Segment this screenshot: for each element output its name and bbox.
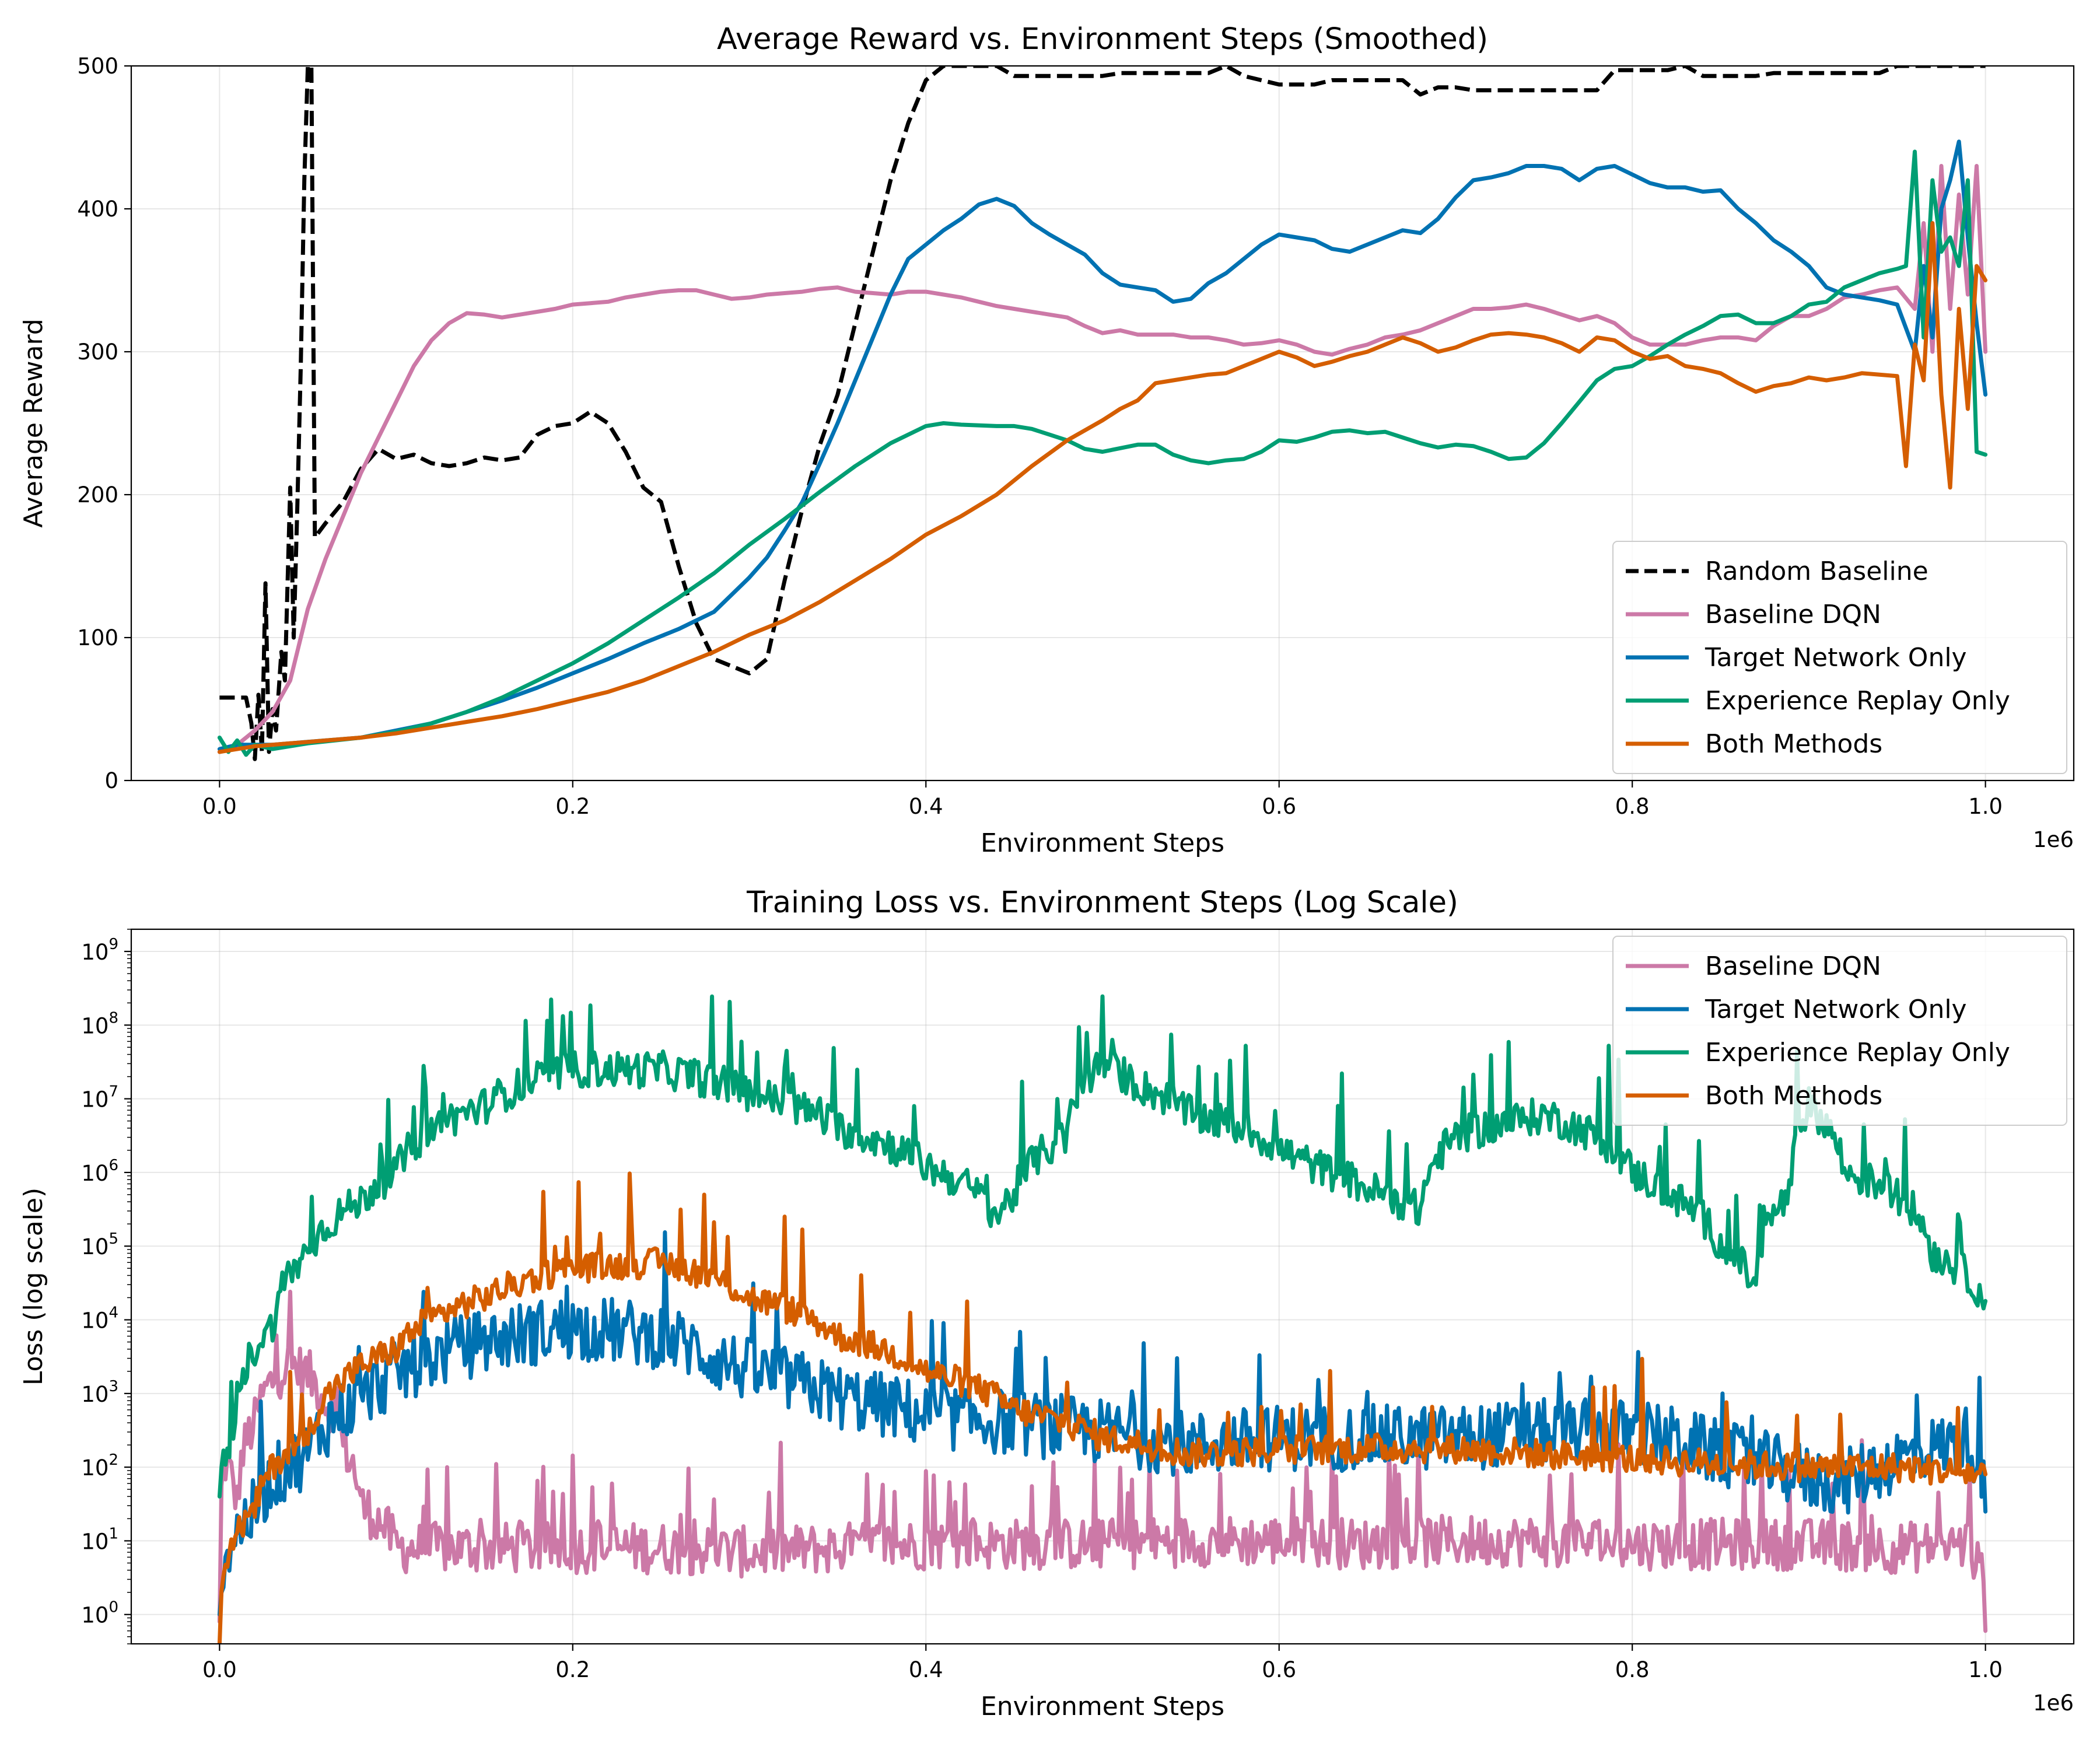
y-tick-label: 101 [81,1525,118,1554]
chart-title: Average Reward vs. Environment Steps (Sm… [717,22,1488,57]
series-line-experience-replay-only [217,994,1988,1499]
series-line-target-network-only [217,1230,1988,1617]
x-tick-label: 0.8 [1615,794,1650,819]
y-tick-label: 102 [81,1451,118,1480]
legend: Random Baseline Baseline DQN Target Networ… [1612,541,2067,774]
plot-area [217,66,1988,761]
y-tick-base: 10 [81,1529,108,1554]
legend-box [1612,936,2067,1126]
x-tick-label: 0.6 [1262,794,1296,819]
reward-chart: 0.0 0.2 0.4 0.6 0.8 1.0 0 100 200 300 400 500 Averag… [19,22,2075,858]
y-tick-label: 107 [81,1083,118,1112]
y-tick-exponent: 5 [108,1230,118,1248]
legend-label: Random Baseline [1705,556,1929,586]
y-axis-label: Average Reward [19,318,48,528]
legend-box [1612,541,2067,774]
y-tick-exponent: 7 [108,1083,118,1101]
y-tick-base: 10 [81,1013,108,1038]
y-tick-label: 106 [81,1157,118,1186]
y-tick-exponent: 6 [108,1157,118,1174]
series-line-experience-replay-only [217,149,1988,757]
legend-label: Experience Replay Only [1705,1038,2010,1068]
x-tick-label: 0.2 [555,794,590,819]
x-tick-label: 0.4 [909,794,943,819]
loss-chart: 0.0 0.2 0.4 0.6 0.8 1.01001011021031041051061… [19,886,2075,1721]
series-line-random-baseline [219,66,1986,761]
legend-label: Both Methods [1705,1081,1882,1111]
legend-label: Target Network Only [1704,995,1967,1024]
y-tick-label: 400 [77,197,118,222]
series-line-both-methods [217,1171,1988,1644]
x-offset-label: 1e6 [2033,827,2074,852]
x-offset-label: 1e6 [2033,1690,2074,1716]
legend-label: Target Network Only [1704,643,1967,673]
y-tick-exponent: 4 [108,1304,118,1322]
series-line-baseline-dqn [217,1289,1988,1633]
y-tick-base: 10 [81,1308,108,1334]
axes-frame [130,928,2075,1645]
y-tick-label: 105 [81,1230,118,1259]
y-tick-label: 500 [77,54,118,79]
y-tick-base: 10 [81,1234,108,1259]
y-tick-exponent: 8 [108,1009,118,1027]
y-tick-base: 10 [81,1382,108,1407]
x-tick-label: 0.4 [909,1657,943,1682]
y-tick-label: 104 [81,1304,118,1334]
series-line-both-methods [217,221,1988,754]
x-tick-label: 0.0 [202,1657,237,1682]
legend-label: Baseline DQN [1705,600,1881,629]
y-tick-exponent: 2 [108,1451,118,1469]
y-tick-exponent: 9 [108,936,118,953]
y-tick-base: 10 [81,1087,108,1112]
y-tick-label: 200 [77,482,118,508]
plot-area [217,994,1988,1644]
y-tick-label: 300 [77,340,118,365]
y-tick-exponent: 1 [108,1525,118,1542]
x-tick-label: 0.8 [1615,1657,1650,1682]
y-tick-base: 10 [81,940,108,965]
y-tick-label: 109 [81,936,118,965]
x-axis-label: Environment Steps [981,1692,1224,1721]
legend-label: Baseline DQN [1705,951,1881,981]
x-tick-label: 0.6 [1262,1657,1296,1682]
x-tick-label: 0.2 [555,1657,590,1682]
chart-title: Training Loss vs. Environment Steps (Log… [746,886,1458,920]
x-tick-label: 1.0 [1968,1657,2003,1682]
x-tick-label: 1.0 [1968,794,2003,819]
legend-label: Experience Replay Only [1705,686,2010,716]
x-tick-label: 0.0 [202,794,237,819]
y-tick-base: 10 [81,1161,108,1186]
y-tick-exponent: 0 [108,1599,118,1616]
y-tick-base: 10 [81,1455,108,1480]
series-line-baseline-dqn [217,164,1988,754]
y-tick-label: 103 [81,1378,118,1407]
y-tick-base: 10 [81,1603,108,1628]
y-tick-exponent: 3 [108,1378,118,1395]
series-line-target-network-only [217,139,1988,751]
y-tick-label: 108 [81,1009,118,1038]
legend: Baseline DQN Target Network Only Experienc… [1612,936,2067,1126]
legend-label: Both Methods [1705,729,1882,759]
x-axis-label: Environment Steps [981,828,1224,858]
y-tick-label: 100 [77,625,118,650]
axes-frame [130,65,2075,782]
y-tick-label: 100 [81,1599,118,1628]
y-axis-label: Loss (log scale) [19,1188,48,1385]
y-tick-label: 0 [104,768,118,793]
